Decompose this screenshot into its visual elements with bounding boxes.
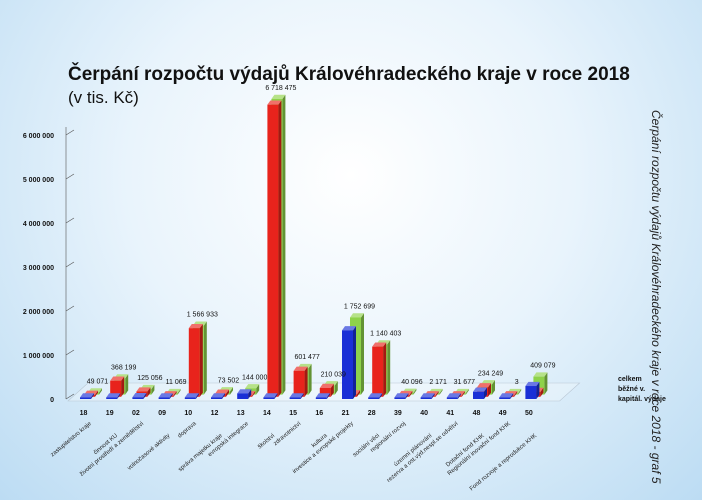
bar-kapital-vydaje <box>499 393 514 399</box>
x-tick-code: 09 <box>158 410 166 417</box>
x-tick-code: 39 <box>394 410 402 417</box>
data-label: 73 502 <box>218 377 240 384</box>
data-label: 1 140 403 <box>370 330 401 337</box>
y-tick-label: 3 000 000 <box>23 265 54 272</box>
data-label: 31 677 <box>454 379 476 386</box>
data-label: 368 199 <box>111 364 136 371</box>
y-tick-mark <box>65 129 75 136</box>
bar-kapital-vydaje <box>80 393 94 399</box>
bar-kapital-vydaje <box>446 393 461 399</box>
x-tick-code: 14 <box>263 410 271 417</box>
x-tick-label: doprava <box>177 421 198 440</box>
y-tick-mark <box>65 349 75 356</box>
x-tick-code: 12 <box>211 410 219 417</box>
x-tick-label: Regionální inovační fond KHK <box>447 421 512 477</box>
y-tick-label: 6 000 000 <box>23 133 54 140</box>
bar-kapital-vydaje <box>106 393 121 399</box>
bar-kapital-vydaje <box>184 393 199 399</box>
x-tick-code: 49 <box>499 410 507 417</box>
bars <box>80 94 548 399</box>
data-label: 409 079 <box>530 363 555 370</box>
legend-label: běžné v. <box>618 386 645 393</box>
x-tick-code: 16 <box>315 410 323 417</box>
bar-bezne-vydaje <box>188 323 203 397</box>
bar-kapital-vydaje <box>368 393 383 399</box>
y-tick-label: 0 <box>50 397 54 404</box>
x-tick-code: 21 <box>342 410 350 417</box>
y-tick-label: 4 000 000 <box>23 221 54 228</box>
legend-label: celkem <box>618 376 642 383</box>
bar-bezne-vydaje <box>372 342 387 397</box>
y-tick-mark <box>65 217 75 224</box>
data-label: 6 718 475 <box>265 85 296 92</box>
data-label: 144 000 <box>242 374 267 381</box>
x-tick-label: životní prostředí a zemědělství <box>79 421 145 478</box>
x-tick-code: 18 <box>80 410 88 417</box>
y-tick-label: 2 000 000 <box>23 309 54 316</box>
y-tick-label: 5 000 000 <box>23 177 54 184</box>
chart-title: Čerpání rozpočtu výdajů Královéhradeckéh… <box>68 63 630 85</box>
x-tick-label: zastupitelstvo kraje <box>50 421 93 459</box>
bar-kapital-vydaje <box>211 393 225 399</box>
x-tick-code: 19 <box>106 410 114 417</box>
bar-kapital-vydaje <box>237 389 252 399</box>
x-tick-code: 41 <box>446 410 454 417</box>
x-tick-code: 28 <box>368 410 376 417</box>
data-label: 210 039 <box>321 371 346 378</box>
y-tick-mark <box>65 173 75 180</box>
bar-kapital-vydaje <box>158 393 173 399</box>
bar-bezne-vydaje <box>319 383 334 397</box>
x-tick-code: 40 <box>420 410 428 417</box>
legend: celkem běžné v. kapitál. výdaje <box>618 376 666 403</box>
x-tick-label: volnočasové aktivity <box>127 433 172 472</box>
bar-kapital-vydaje <box>394 393 409 399</box>
y-tick-mark <box>65 305 75 312</box>
bar-kapital-vydaje <box>342 326 356 399</box>
x-tick-code: 15 <box>289 410 297 417</box>
x-tick-label: investice a evropské projekty <box>292 421 355 475</box>
x-tick-label: zdravotnictví <box>273 421 303 447</box>
y-tick-label: 1 000 000 <box>23 353 54 360</box>
x-tick-code: 50 <box>525 410 533 417</box>
chart-subtitle: (v tis. Kč) <box>68 88 139 107</box>
data-label: 3 <box>515 379 519 386</box>
x-tick-code: 10 <box>184 410 192 417</box>
x-tick-code: 02 <box>132 410 140 417</box>
bar-bezne-vydaje <box>293 366 308 397</box>
bar-kapital-vydaje <box>315 393 330 399</box>
data-label: 2 171 <box>429 379 447 386</box>
y-tick-mark <box>65 261 75 268</box>
x-tick-code: 48 <box>473 410 481 417</box>
bar-kapital-vydaje <box>289 393 304 399</box>
y-tick-mark <box>65 393 75 400</box>
bar-bezne-vydaje <box>267 100 282 397</box>
data-label: 601 477 <box>294 354 319 361</box>
data-label: 1 752 699 <box>344 303 375 310</box>
bar-kapital-vydaje <box>132 393 147 399</box>
data-label: 1 566 933 <box>187 312 218 319</box>
bar-kapital-vydaje <box>263 393 278 399</box>
chart-side-title: Čerpání rozpočtu výdajů Královéhradeckéh… <box>649 110 664 484</box>
legend-label: kapitál. výdaje <box>618 396 666 403</box>
bar-kapital-vydaje <box>420 393 435 399</box>
data-label: 49 071 <box>87 378 109 385</box>
data-label: 11 069 <box>166 379 187 386</box>
x-tick-code: 13 <box>237 410 245 417</box>
data-label: 40 096 <box>401 379 423 386</box>
bar-kapital-vydaje <box>525 381 540 399</box>
bar-bezne-vydaje <box>110 376 125 397</box>
bar-kapital-vydaje <box>473 387 487 399</box>
data-label: 234 249 <box>478 370 503 377</box>
axes: 0 1 000 000 2 000 000 3 000 000 4 000 000 5 0… <box>23 127 581 404</box>
data-label: 125 056 <box>137 375 162 382</box>
